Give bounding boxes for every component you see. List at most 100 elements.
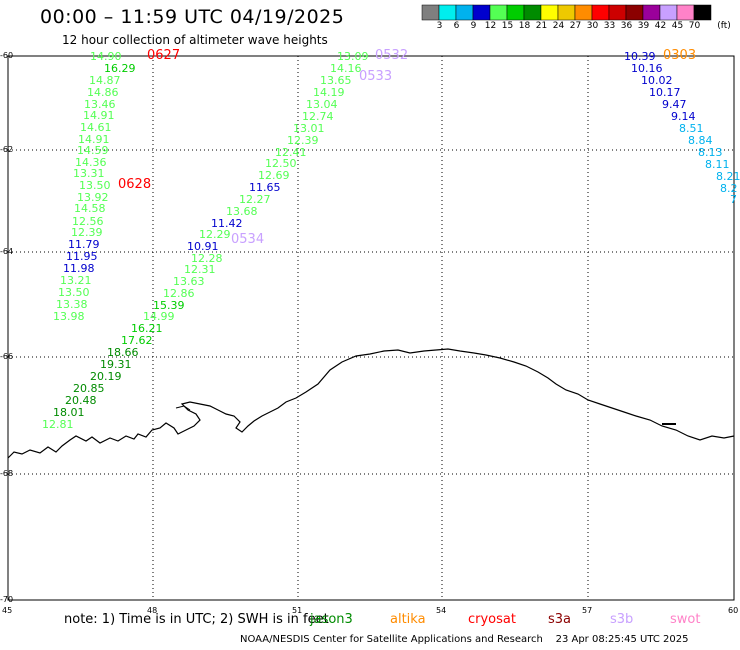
wave-height-label: 13.50: [79, 179, 111, 192]
wave-height-label: 12.29: [199, 228, 231, 241]
pass-label: 0628: [118, 177, 152, 192]
wave-height-label: 13.09: [337, 50, 369, 63]
wave-height-label: 14.91: [78, 133, 110, 146]
wave-height-label: 13.92: [77, 191, 109, 204]
wave-height-label: 14.86: [87, 86, 119, 99]
wave-height-label: 13.50: [58, 286, 90, 299]
wave-height-label: 14.99: [143, 310, 175, 323]
coastline-inlet: [175, 405, 191, 411]
wave-height-label: 12.27: [239, 193, 271, 206]
wave-height-label: 12.39: [71, 226, 103, 239]
latitude-label: -60: [0, 51, 14, 60]
map-title: 00:00 – 11:59 UTC 04/19/2025: [40, 6, 345, 28]
pass-label: 0303: [663, 48, 697, 63]
satellite-cryosat: cryosat: [468, 612, 516, 627]
wave-height-label: 16.29: [104, 62, 136, 75]
pass-label: 0533: [359, 69, 393, 84]
coastline-antarctica: [7, 348, 735, 459]
wave-height-label: 10.17: [649, 86, 681, 99]
colorbar-level-label: 9: [470, 21, 477, 31]
wave-height-label: 7: [730, 193, 737, 206]
wave-height-label: 10.16: [631, 62, 663, 75]
wave-height-label: 13.65: [320, 74, 352, 87]
colorbar-swatch: [693, 4, 712, 21]
latitude-label: -62: [0, 145, 14, 154]
wave-height-label: 11.98: [63, 262, 95, 275]
wave-height-label: 8.21: [716, 170, 740, 183]
wave-height-label: 10.91: [187, 240, 219, 253]
credit-timestamp: 23 Apr 08:25:45 UTC 2025: [555, 634, 689, 645]
wave-height-label: 11.95: [66, 250, 98, 263]
colorbar-unit: (ft): [717, 21, 731, 31]
wave-height-label: 18.66: [107, 346, 139, 359]
wave-height-label: 19.31: [100, 358, 132, 371]
satellite-altika: altika: [390, 612, 426, 627]
longitude-label: 54: [436, 606, 447, 615]
colorbar-level-label: 39: [637, 21, 650, 31]
wave-height-label: 20.19: [90, 370, 122, 383]
wave-height-label: 14.19: [313, 86, 345, 99]
wave-height-label: 11.65: [249, 181, 281, 194]
wave-height-label: 8.84: [688, 134, 713, 147]
satellite-s3b: s3b: [610, 612, 634, 627]
credit-text: NOAA/NESDIS Center for Satellite Applica…: [240, 634, 543, 645]
wave-height-label: 14.61: [80, 121, 112, 134]
colorbar-level-label: 70: [688, 21, 701, 31]
wave-height-label: 9.14: [671, 110, 696, 123]
longitude-label: 48: [147, 606, 158, 615]
satellite-s3a: s3a: [548, 612, 572, 627]
wave-height-label: 8.2: [720, 182, 738, 195]
colorbar: [421, 4, 712, 21]
wave-height-label: 12.56: [72, 215, 104, 228]
colorbar-level-label: 30: [586, 21, 599, 31]
wave-height-label: 12.74: [302, 110, 334, 123]
colorbar-level-label: 42: [654, 21, 667, 31]
graticule: [7, 55, 735, 601]
wave-height-label: 12.41: [275, 146, 307, 159]
wave-height-label: 20.85: [73, 382, 105, 395]
colorbar-level-label: 27: [569, 21, 582, 31]
longitude-label: 51: [292, 606, 303, 615]
wave-height-label: 17.62: [121, 334, 153, 347]
pass-label: 0627: [147, 48, 181, 63]
map-border: [7, 55, 735, 601]
wave-height-label: 12.86: [163, 287, 195, 300]
wave-height-label: 14.36: [75, 156, 107, 169]
latitude-label: -66: [0, 352, 14, 361]
wave-height-label: 14.91: [83, 109, 115, 122]
wave-height-label: 12.28: [191, 252, 223, 265]
satellite-jason3: jason3: [310, 612, 353, 627]
latitude-label: -70: [0, 595, 14, 604]
wave-height-label: 11.42: [211, 217, 243, 230]
wave-height-label: 13.46: [84, 98, 116, 111]
satellite-swot: swot: [670, 612, 701, 627]
wave-height-label: 14.90: [90, 50, 122, 63]
wave-height-label: 13.31: [73, 167, 105, 180]
colorbar-level-label: 18: [518, 21, 531, 31]
wave-height-label: 16.21: [131, 322, 163, 335]
wave-height-label: 8.13: [698, 146, 723, 159]
colorbar-level-label: 15: [501, 21, 514, 31]
wave-height-label: 11.79: [68, 238, 100, 251]
wave-height-label: 12.81: [42, 418, 74, 431]
latitude-label: -64: [0, 247, 14, 256]
wave-height-label: 8.11: [705, 158, 730, 171]
pass-label: 0532: [375, 48, 409, 63]
longitude-label: 45: [2, 606, 13, 615]
colorbar-level-label: 6: [453, 21, 460, 31]
colorbar-level-label: 36: [620, 21, 633, 31]
wave-height-label: 14.58: [74, 202, 106, 215]
wave-height-label: 13.01: [293, 122, 325, 135]
wave-height-label: 13.21: [60, 274, 92, 287]
wave-height-label: 9.47: [662, 98, 687, 111]
wave-height-label: 15.39: [153, 299, 185, 312]
wave-height-label: 10.02: [641, 74, 673, 87]
footer-note: note: 1) Time is in UTC; 2) SWH is in fe…: [64, 612, 329, 627]
wave-height-label: 12.31: [184, 263, 216, 276]
footer-credit: NOAA/NESDIS Center for Satellite Applica…: [240, 634, 689, 645]
wave-height-label: 14.16: [330, 62, 362, 75]
colorbar-level-label: 33: [603, 21, 616, 31]
wave-height-label: 13.68: [226, 205, 258, 218]
wave-height-label: 13.38: [56, 298, 88, 311]
